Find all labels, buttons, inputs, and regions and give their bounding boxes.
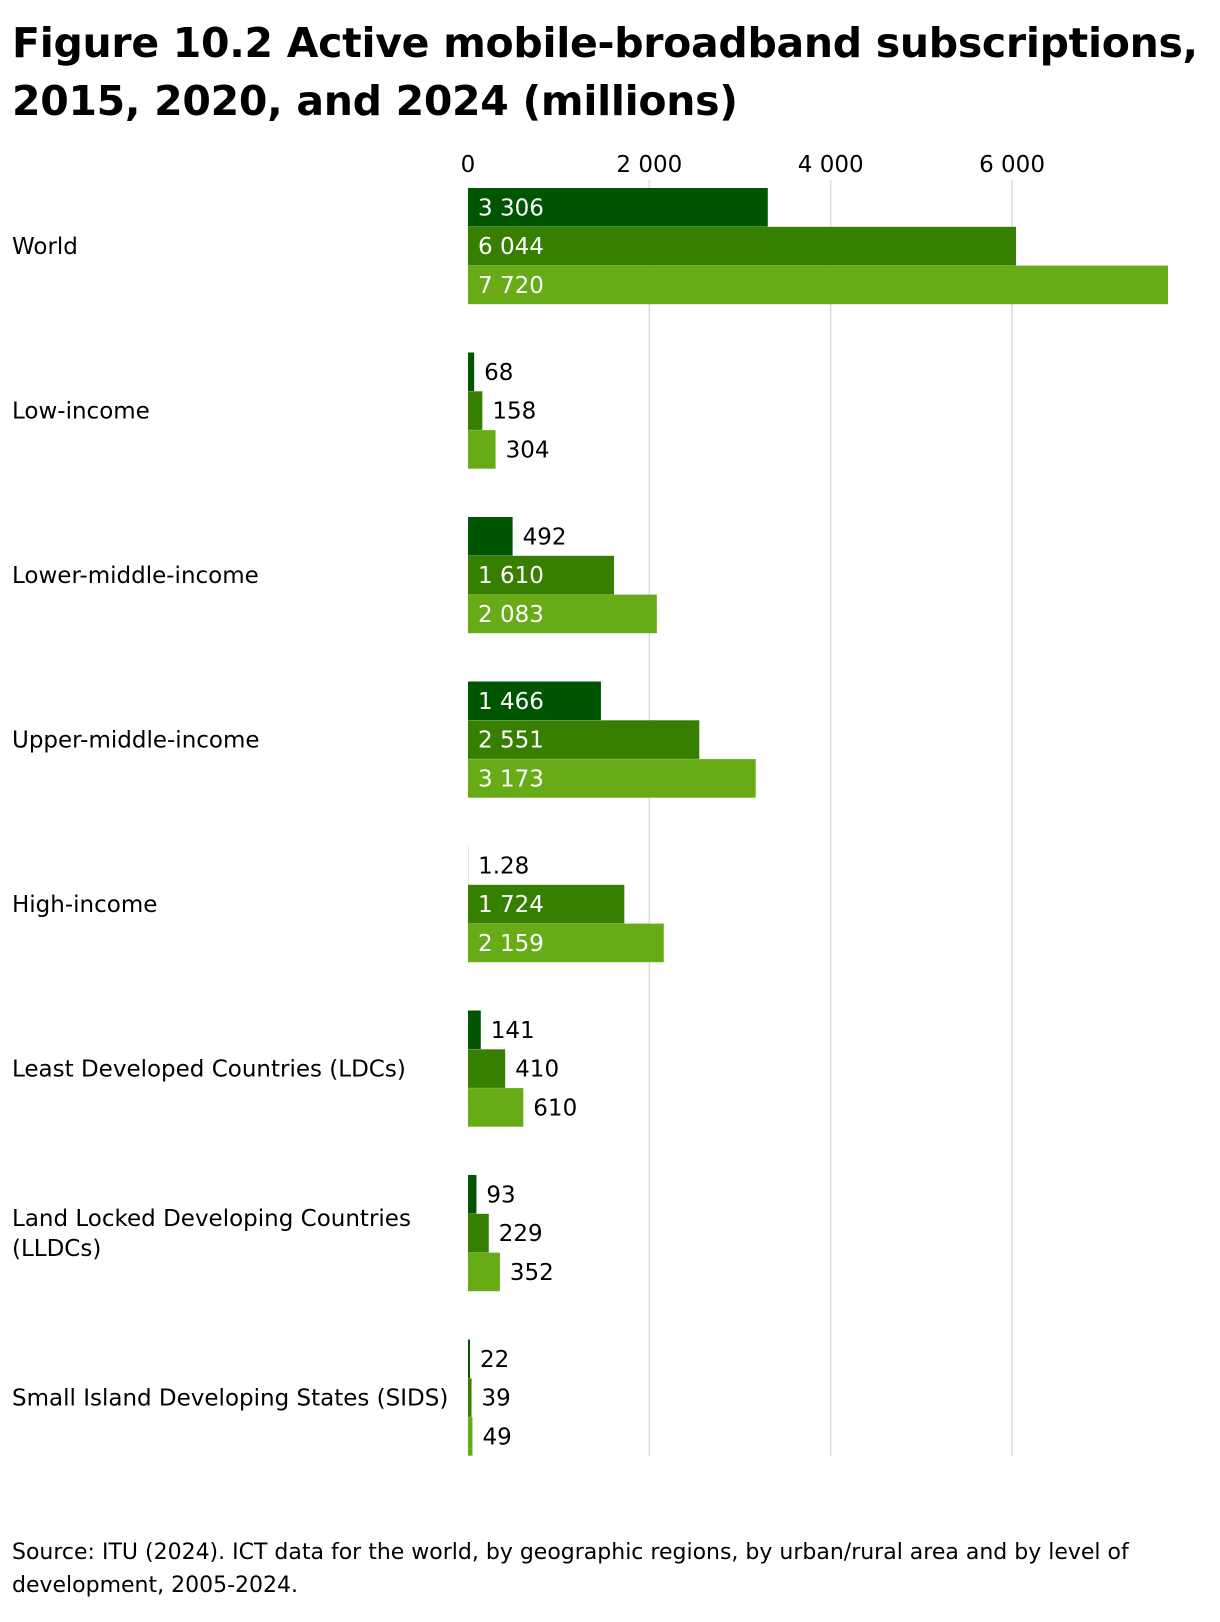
bar	[468, 681, 601, 721]
gridlines	[648, 180, 1013, 1456]
category-label: Lower-middle-income	[12, 563, 259, 589]
value-label: 68	[484, 360, 513, 386]
value-label: 229	[499, 1221, 543, 1247]
value-label: 141	[491, 1018, 535, 1044]
bar	[468, 759, 756, 798]
x-tick-label: 2 000	[616, 152, 682, 178]
category-label: Least Developed Countries (LDCs)	[12, 1057, 406, 1083]
chart-title: Figure 10.2 Active mobile-broadband subs…	[12, 19, 1198, 125]
bar	[468, 1213, 489, 1253]
category-label: Upper-middle-income	[12, 728, 260, 754]
category-label: Land Locked Developing Countries	[12, 1206, 411, 1232]
bar	[468, 1252, 500, 1292]
value-label: 39	[482, 1386, 511, 1412]
category-label: World	[12, 234, 78, 260]
bar	[468, 923, 664, 963]
value-label: 7 720	[478, 273, 544, 299]
value-label: 1 724	[478, 892, 544, 918]
bar	[468, 884, 625, 924]
category-label: (LLDCs)	[12, 1236, 101, 1262]
value-label: 3 306	[478, 195, 544, 221]
source-note: Source: ITU (2024). ICT data for the wor…	[12, 1540, 1129, 1598]
bar	[468, 1378, 472, 1417]
bar	[468, 265, 1168, 305]
value-labels: 3 306 6 044 7 720 68 158 304 492 1 610 2 083 1 46…	[478, 195, 577, 1450]
category-label: Low-income	[12, 399, 150, 425]
category-label: Small Island Developing States (SIDS)	[12, 1386, 448, 1412]
bar	[468, 188, 768, 227]
bar	[468, 1010, 481, 1050]
bar	[468, 1417, 473, 1456]
value-label: 49	[482, 1424, 511, 1450]
x-axis-ticks: 0 2 000 4 000 6 000	[461, 152, 1045, 178]
bar	[468, 1088, 524, 1127]
bar	[468, 430, 496, 469]
value-label: 1.28	[478, 853, 529, 879]
value-label: 1 466	[478, 689, 544, 715]
bars	[468, 188, 1168, 1456]
bar	[468, 594, 657, 634]
value-label: 304	[506, 437, 550, 463]
value-label: 3 173	[478, 766, 544, 792]
x-tick-label: 4 000	[798, 152, 864, 178]
value-label: 2 551	[478, 728, 544, 754]
bar	[468, 517, 513, 556]
bar	[468, 720, 700, 759]
bar	[468, 226, 1017, 266]
value-label: 93	[486, 1182, 515, 1208]
value-label: 410	[515, 1057, 559, 1083]
bar	[468, 1339, 470, 1379]
value-label: 158	[492, 399, 536, 425]
value-label: 22	[480, 1347, 509, 1373]
bar	[468, 1049, 506, 1088]
bar	[468, 555, 614, 595]
bar	[468, 391, 483, 430]
value-label: 352	[510, 1260, 554, 1286]
bar	[468, 1175, 477, 1214]
bar-chart: 0 2 000 4 000 6 000 World Low-income Lower-mi…	[12, 152, 1168, 1456]
category-label: High-income	[12, 892, 157, 918]
value-label: 2 083	[478, 602, 544, 628]
bar	[468, 352, 475, 392]
category-labels: World Low-income Lower-middle-income Upper-…	[12, 234, 448, 1412]
value-label: 492	[523, 524, 567, 550]
value-label: 1 610	[478, 563, 544, 589]
x-tick-label: 0	[461, 152, 476, 178]
x-tick-label: 6 000	[979, 152, 1045, 178]
value-label: 2 159	[478, 931, 544, 957]
value-label: 610	[533, 1095, 577, 1121]
value-label: 6 044	[478, 234, 544, 260]
